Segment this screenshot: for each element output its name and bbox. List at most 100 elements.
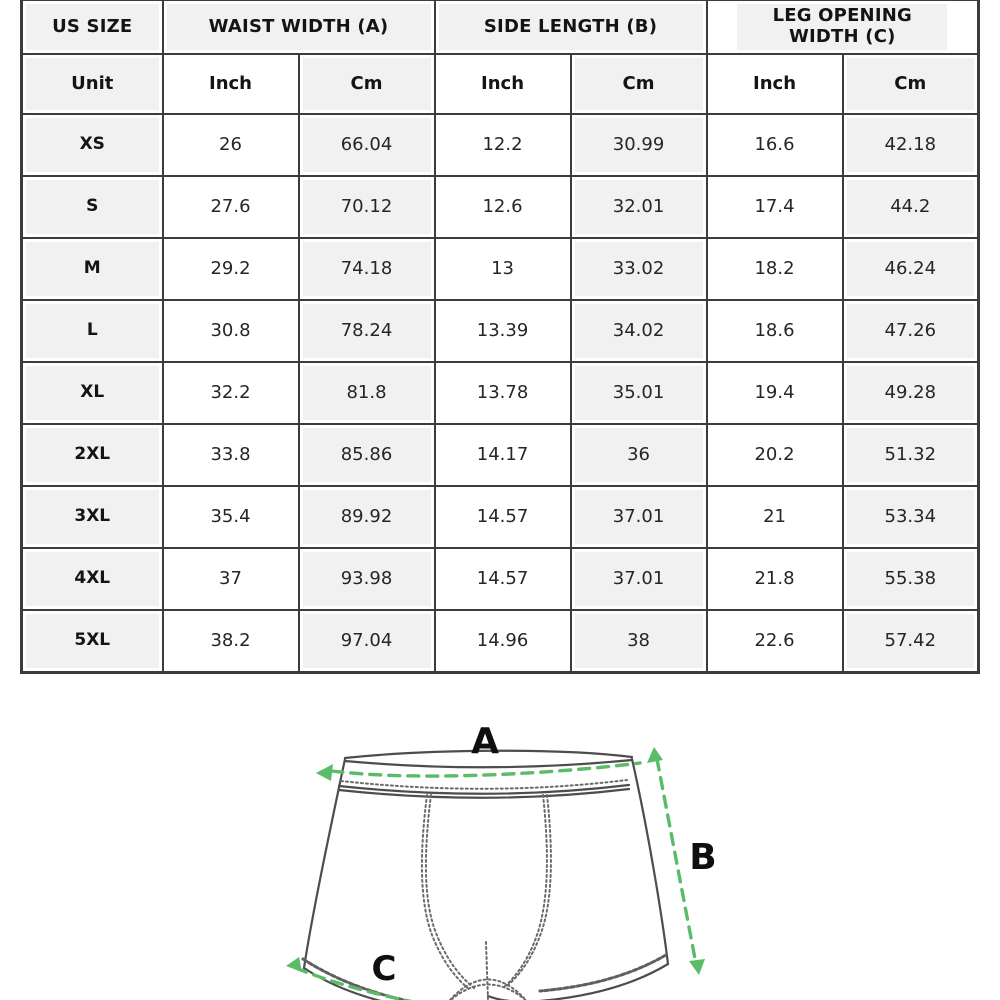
- hem-stitching: [301, 953, 668, 1000]
- size-cell: 5XL: [20, 609, 164, 674]
- value-cell: 93.98: [297, 547, 436, 611]
- value-cell: 74.18: [297, 237, 436, 301]
- value-cell: 13.78: [433, 361, 572, 425]
- value-cell: 21: [705, 485, 844, 549]
- boxer-outline: [302, 749, 670, 1000]
- group-header-leg: LEG OPENING WIDTH (C): [705, 0, 980, 55]
- measure-line-b: [655, 757, 698, 966]
- size-cell: M: [20, 237, 164, 301]
- value-cell: 17.4: [705, 175, 844, 239]
- value-cell: 42.18: [841, 113, 980, 177]
- table-row: L 30.8 78.24 13.39 34.02 18.6 47.26: [20, 299, 980, 363]
- value-cell: 55.38: [841, 547, 980, 611]
- table-row: 3XL 35.4 89.92 14.57 37.01 21 53.34: [20, 485, 980, 549]
- value-cell: 46.24: [841, 237, 980, 301]
- stitch-lines: [340, 779, 628, 1000]
- value-cell: 18.2: [705, 237, 844, 301]
- group-header-side-label: SIDE LENGTH (B): [438, 4, 703, 50]
- value-cell: 38.2: [161, 609, 300, 674]
- value-cell: 32.01: [569, 175, 708, 239]
- value-cell: 30.99: [569, 113, 708, 177]
- value-cell: 44.2: [841, 175, 980, 239]
- size-cell: XS: [20, 113, 164, 177]
- value-cell: 89.92: [297, 485, 436, 549]
- table-row: XS 26 66.04 12.2 30.99 16.6 42.18: [20, 113, 980, 177]
- value-cell: 29.2: [161, 237, 300, 301]
- value-cell: 37: [161, 547, 300, 611]
- measurement-lines: [294, 757, 698, 1000]
- value-cell: 34.02: [569, 299, 708, 363]
- size-cell: S: [20, 175, 164, 239]
- unit-cell: Inch: [705, 53, 844, 115]
- value-cell: 32.2: [161, 361, 300, 425]
- value-cell: 47.26: [841, 299, 980, 363]
- size-cell: XL: [20, 361, 164, 425]
- unit-cell: Inch: [433, 53, 572, 115]
- value-cell: 27.6: [161, 175, 300, 239]
- table-row: M 29.2 74.18 13 33.02 18.2 46.24: [20, 237, 980, 301]
- measure-line-c: [294, 966, 413, 1000]
- table-row: 2XL 33.8 85.86 14.17 36 20.2 51.32: [20, 423, 980, 487]
- value-cell: 20.2: [705, 423, 844, 487]
- table-row: 5XL 38.2 97.04 14.96 38 22.6 57.42: [20, 609, 980, 674]
- size-cell: 4XL: [20, 547, 164, 611]
- group-header-waist-label: WAIST WIDTH (A): [166, 4, 431, 50]
- unit-cell: Inch: [161, 53, 300, 115]
- value-cell: 14.96: [433, 609, 572, 674]
- value-cell: 97.04: [297, 609, 436, 674]
- value-cell: 78.24: [297, 299, 436, 363]
- value-cell: 12.6: [433, 175, 572, 239]
- value-cell: 14.17: [433, 423, 572, 487]
- value-cell: 33.02: [569, 237, 708, 301]
- table-row: XL 32.2 81.8 13.78 35.01 19.4 49.28: [20, 361, 980, 425]
- size-cell: L: [20, 299, 164, 363]
- size-cell: 2XL: [20, 423, 164, 487]
- label-a: A: [471, 721, 499, 762]
- label-c: C: [372, 949, 397, 989]
- value-cell: 37.01: [569, 485, 708, 549]
- value-cell: 57.42: [841, 609, 980, 674]
- value-cell: 53.34: [841, 485, 980, 549]
- value-cell: 51.32: [841, 423, 980, 487]
- group-header-waist: WAIST WIDTH (A): [161, 0, 436, 55]
- table-body: XS 26 66.04 12.2 30.99 16.6 42.18 S 27.6 70.12 12.…: [20, 113, 980, 674]
- value-cell: 16.6: [705, 113, 844, 177]
- value-cell: 81.8: [297, 361, 436, 425]
- table-row: 4XL 37 93.98 14.57 37.01 21.8 55.38: [20, 547, 980, 611]
- value-cell: 35.4: [161, 485, 300, 549]
- unit-cell: Cm: [569, 53, 708, 115]
- value-cell: 19.4: [705, 361, 844, 425]
- value-cell: 13: [433, 237, 572, 301]
- value-cell: 33.8: [161, 423, 300, 487]
- corner-header-cell: US SIZE: [20, 0, 164, 55]
- measurement-arrowheads: [286, 747, 705, 975]
- value-cell: 18.6: [705, 299, 844, 363]
- value-cell: 26: [161, 113, 300, 177]
- group-header-side: SIDE LENGTH (B): [433, 0, 708, 55]
- size-cell: 3XL: [20, 485, 164, 549]
- value-cell: 49.28: [841, 361, 980, 425]
- value-cell: 36: [569, 423, 708, 487]
- value-cell: 30.8: [161, 299, 300, 363]
- unit-cell: Cm: [841, 53, 980, 115]
- unit-row: Unit Inch Cm Inch Cm Inch Cm: [20, 53, 980, 115]
- value-cell: 12.2: [433, 113, 572, 177]
- label-b: B: [689, 837, 716, 878]
- unit-cell: Unit: [20, 53, 164, 115]
- value-cell: 85.86: [297, 423, 436, 487]
- value-cell: 66.04: [297, 113, 436, 177]
- value-cell: 35.01: [569, 361, 708, 425]
- corner-header-label: US SIZE: [26, 4, 159, 50]
- value-cell: 38: [569, 609, 708, 674]
- value-cell: 14.57: [433, 485, 572, 549]
- size-chart-table: US SIZE WAIST WIDTH (A) SIDE LENGTH (B) …: [20, 0, 981, 674]
- value-cell: 70.12: [297, 175, 436, 239]
- value-cell: 13.39: [433, 299, 572, 363]
- table-row: S 27.6 70.12 12.6 32.01 17.4 44.2: [20, 175, 980, 239]
- measure-line-a: [330, 761, 642, 778]
- unit-cell: Cm: [297, 53, 436, 115]
- group-header-leg-label: LEG OPENING WIDTH (C): [737, 4, 948, 50]
- value-cell: 37.01: [569, 547, 708, 611]
- value-cell: 14.57: [433, 547, 572, 611]
- value-cell: 21.8: [705, 547, 844, 611]
